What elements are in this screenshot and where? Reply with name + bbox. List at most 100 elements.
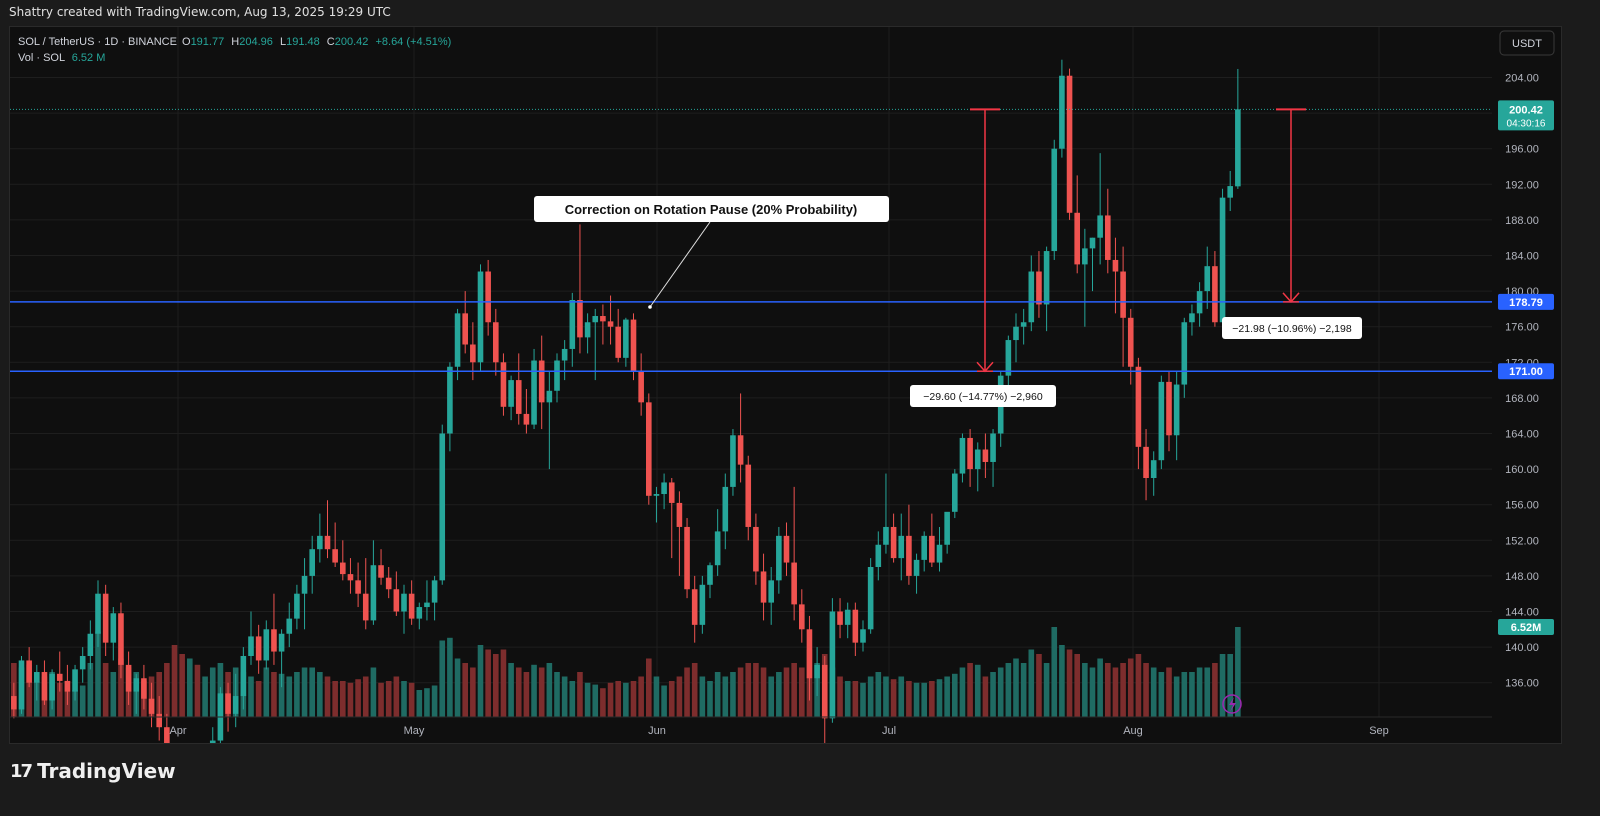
volume-bar <box>753 663 759 717</box>
candle-body <box>408 593 415 619</box>
candle-body <box>1189 313 1195 323</box>
candle-body <box>232 696 239 714</box>
candle-body <box>370 565 377 621</box>
volume-bar <box>493 654 499 717</box>
candle-body <box>607 321 614 327</box>
volume-bar <box>95 631 101 717</box>
candle-body <box>87 633 94 656</box>
candle-body <box>1150 460 1157 478</box>
alert-icon[interactable] <box>1222 694 1242 714</box>
y-tick-label: 164.00 <box>1505 429 1539 441</box>
candle-body <box>26 660 32 683</box>
annotation-text: Correction on Rotation Pause (20% Probab… <box>565 202 858 217</box>
candle-body <box>898 535 905 559</box>
volume-bar <box>385 681 392 717</box>
y-tick-label: 168.00 <box>1505 393 1539 405</box>
candle-body <box>569 300 576 349</box>
candle-body <box>646 402 652 496</box>
volume-bar <box>424 688 430 717</box>
volume-bar <box>1013 658 1019 717</box>
volume-bar <box>844 681 851 717</box>
candle-body <box>844 609 851 625</box>
candle-body <box>737 435 744 465</box>
volume-bar <box>179 654 185 717</box>
candle-body <box>531 360 537 425</box>
y-tick-label: 160.00 <box>1505 464 1539 476</box>
candle-body <box>500 362 507 407</box>
candle-body <box>141 678 147 699</box>
candle-body <box>493 322 499 363</box>
currency-button[interactable]: USDT <box>1499 30 1555 56</box>
candle-body <box>1219 197 1226 323</box>
candle-body <box>1013 326 1019 341</box>
volume-bar <box>760 667 767 717</box>
volume-bar <box>317 672 323 717</box>
candle-body <box>875 544 882 567</box>
volume-bar <box>852 681 859 717</box>
candle-body <box>707 565 713 585</box>
candle-body <box>860 629 866 643</box>
legend-volume[interactable]: Vol · SOL 6.52 M <box>18 52 105 64</box>
volume-bar <box>164 663 170 717</box>
x-tick-label: Aug <box>1123 725 1143 737</box>
candle-body <box>1043 251 1050 305</box>
candle-body <box>929 535 935 563</box>
candle-body <box>485 271 491 323</box>
volume-bar <box>837 676 843 717</box>
candle-body <box>424 602 430 608</box>
price-chart[interactable]: Correction on Rotation Pause (20% Probab… <box>10 27 1561 743</box>
volume-bar <box>990 672 996 717</box>
volume-bar <box>538 667 545 717</box>
level-label: 178.79 <box>1509 297 1543 309</box>
volume-bar <box>408 682 415 717</box>
candle-body <box>921 535 927 560</box>
candle-body <box>829 611 836 719</box>
candle-body <box>454 313 461 367</box>
candle-body <box>967 437 973 470</box>
volume-bar <box>668 681 675 717</box>
candle-body <box>722 486 729 532</box>
volume-bar <box>1066 649 1073 717</box>
volume-bar <box>515 667 522 717</box>
volume-bar <box>1074 654 1080 717</box>
candle-body <box>699 584 706 625</box>
candle-body <box>990 433 996 462</box>
volume-bar <box>569 681 576 717</box>
level-label: 171.00 <box>1509 366 1543 378</box>
candle-body <box>393 589 400 612</box>
volume-bar <box>615 681 621 717</box>
candle-body <box>271 629 277 652</box>
candle-body <box>447 366 453 434</box>
volume-bar <box>263 667 270 717</box>
candle-body <box>676 502 683 527</box>
volume-bar <box>362 676 369 717</box>
tradingview-logo[interactable]: 17 TradingView <box>10 759 176 783</box>
last-price-label: 200.42 <box>1509 104 1543 116</box>
candles <box>11 59 1241 743</box>
volume-bar <box>783 667 790 717</box>
candle-body <box>385 577 392 590</box>
volume-bar <box>340 681 346 717</box>
volume-bar <box>202 676 208 717</box>
candle-body <box>263 629 270 661</box>
volume-bar <box>102 663 109 717</box>
candle-body <box>240 656 247 697</box>
volume-bar <box>1166 667 1172 717</box>
chart-frame[interactable]: Correction on Rotation Pause (20% Probab… <box>9 26 1562 744</box>
volume-bar <box>477 645 484 717</box>
candle-body <box>753 526 759 572</box>
x-tick-label: Jul <box>882 725 896 737</box>
legend-symbol[interactable]: SOL / TetherUS · 1D · BINANCE <box>18 36 177 48</box>
volume-bar <box>1082 663 1088 717</box>
volume-bar <box>584 682 591 717</box>
volume-bar <box>546 663 553 717</box>
measure-label: −29.60 (−14.77%) −2,960 <box>923 391 1043 403</box>
candle-body <box>34 672 40 683</box>
x-tick-label: Jun <box>648 725 666 737</box>
candle-body <box>546 390 553 403</box>
volume-bar <box>508 663 514 717</box>
volume-bar <box>974 664 981 717</box>
candle-body <box>1173 384 1180 436</box>
volume-bar <box>714 672 721 717</box>
volume-bar <box>26 664 32 717</box>
